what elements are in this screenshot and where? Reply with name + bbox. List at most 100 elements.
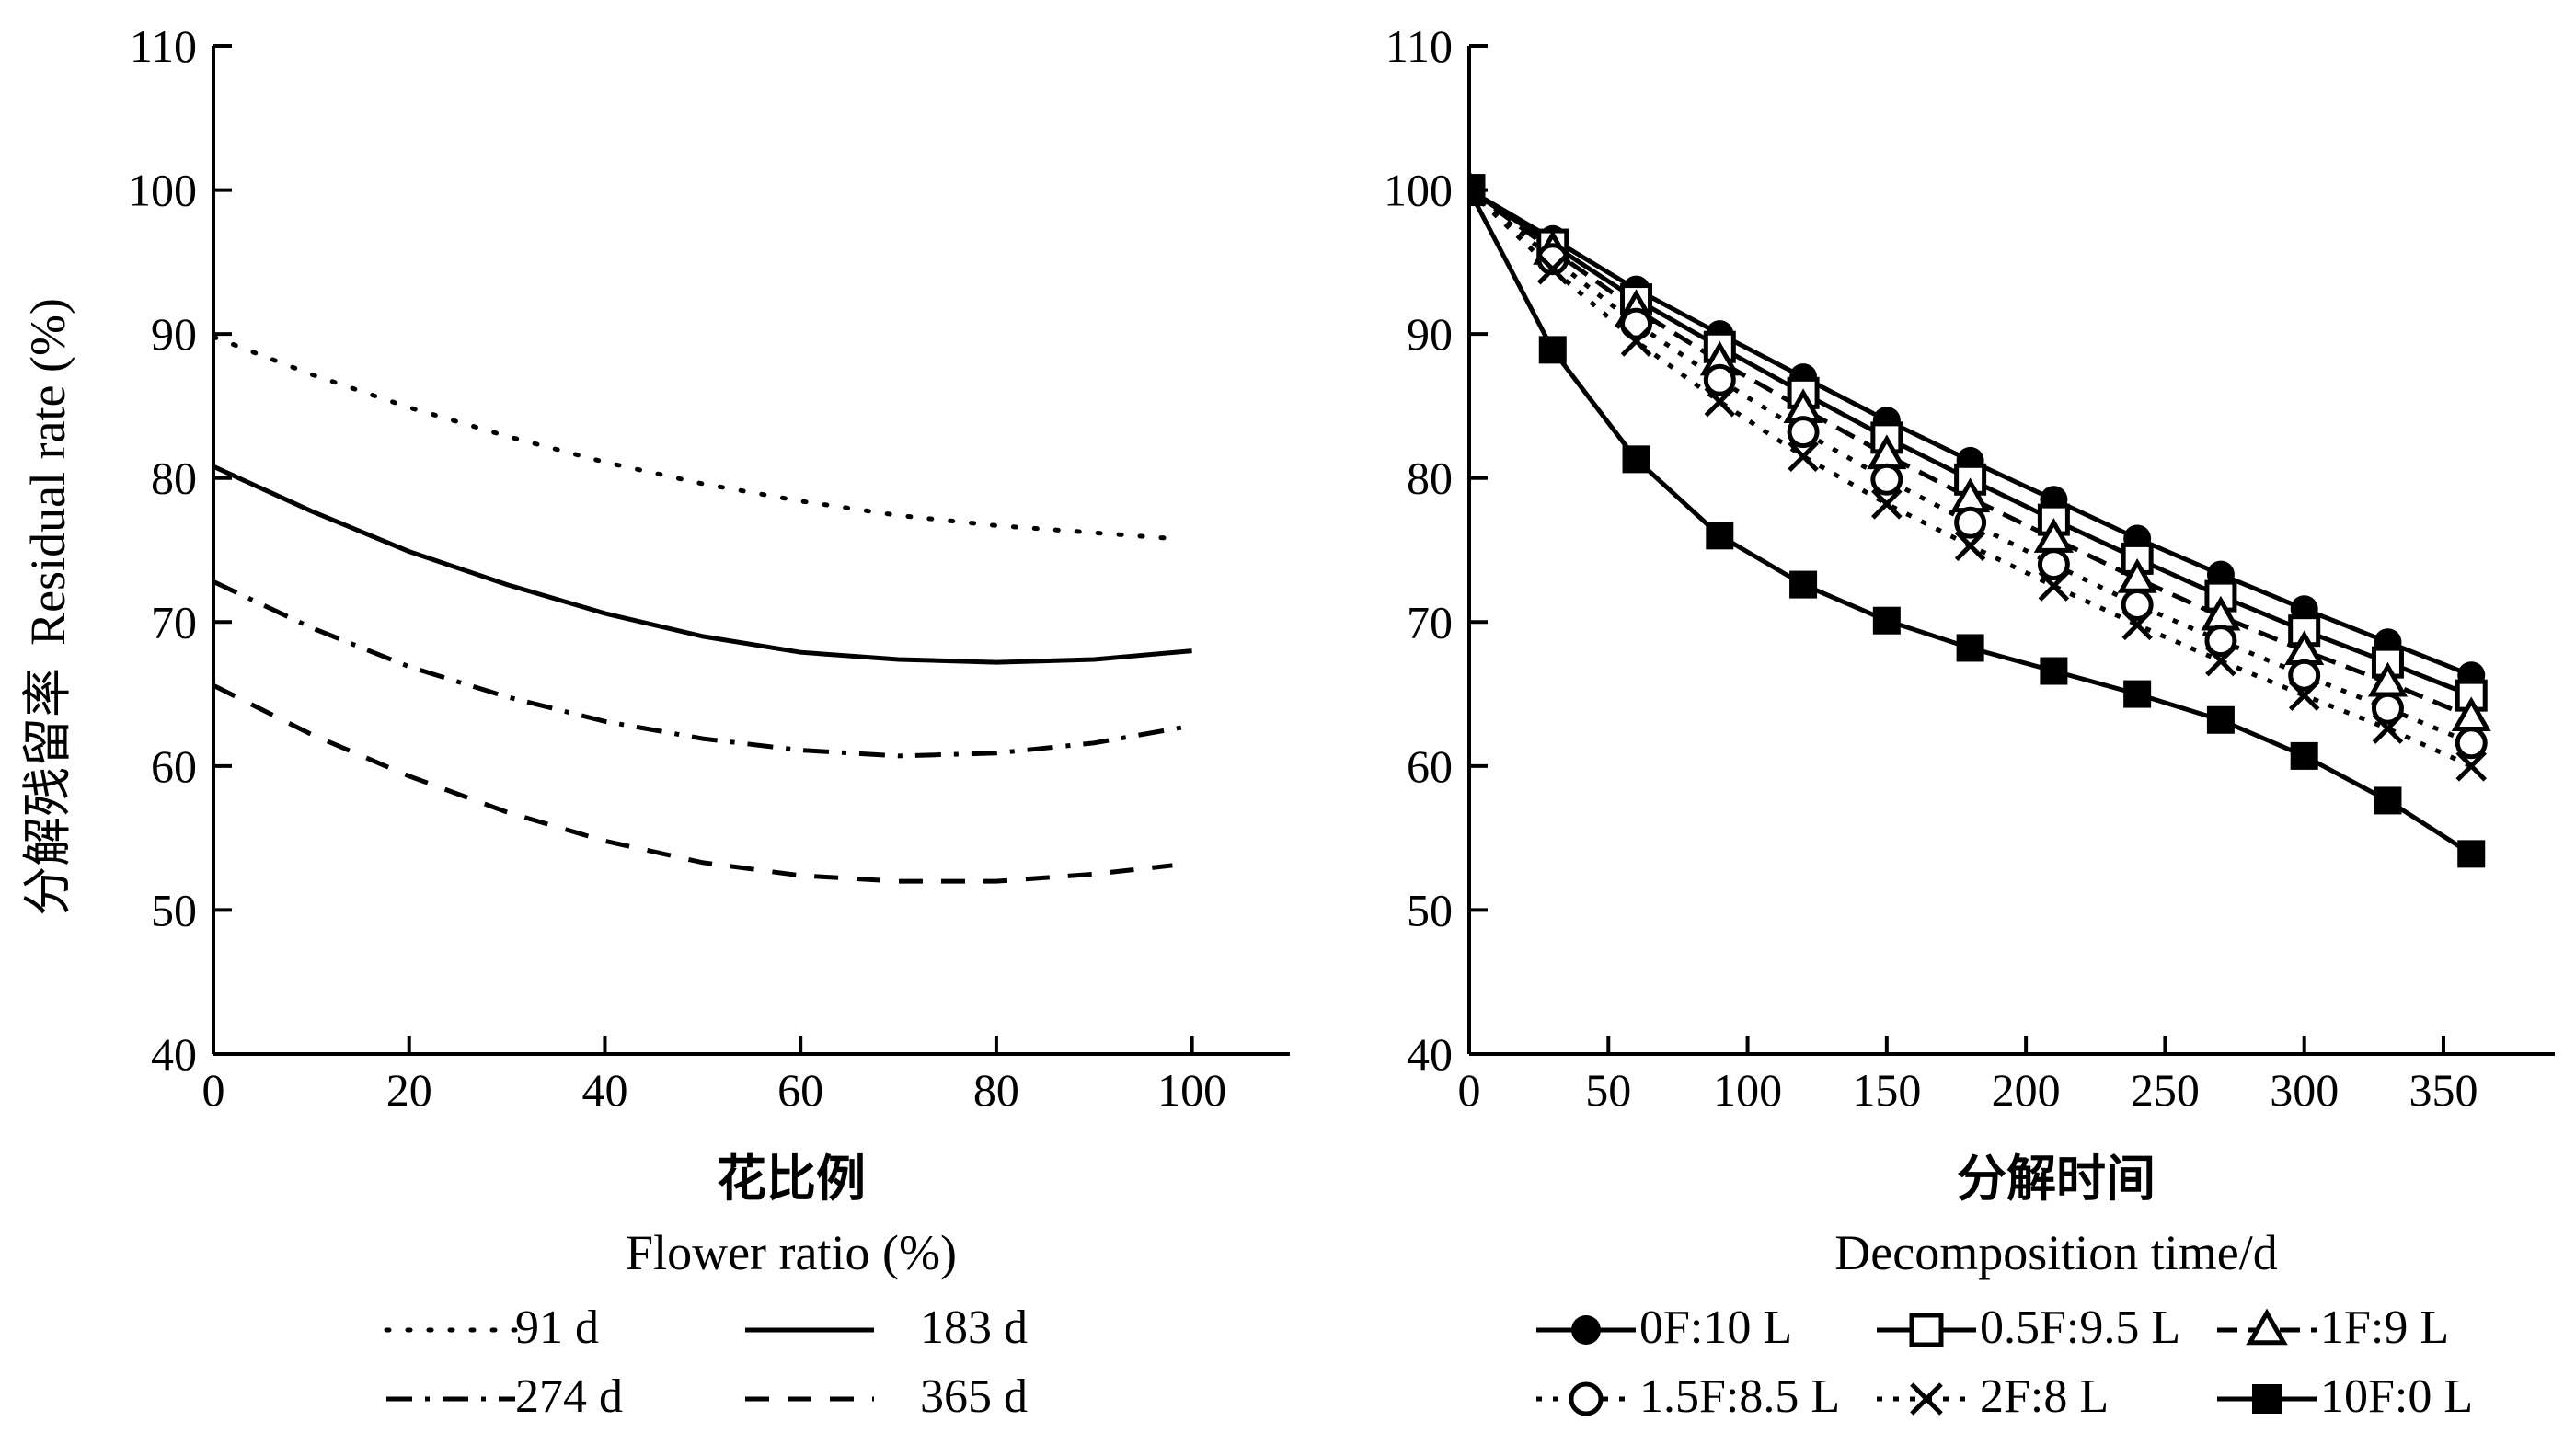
data-point-s5-7 [2040,657,2068,685]
data-point-s5-1 [1538,336,1567,364]
data-point-s3-8 [2121,588,2154,621]
y-tick-label: 100 [128,165,197,216]
data-point-s5-5 [1872,606,1901,635]
x-tick-label: 0 [1458,1064,1481,1116]
legend-marker-1 [1909,1313,1944,1347]
data-point-s5-9 [2206,705,2235,734]
legend-label-3: 365 d [920,1370,1028,1423]
data-point-s4-4 [1788,441,1819,472]
data-point-s5-10 [2290,741,2318,770]
legend-marker-5 [2252,1384,2282,1414]
y-tick-label: 50 [151,884,197,935]
data-point-s5-3 [1706,522,1734,550]
y-tick-label: 90 [1407,308,1453,360]
data-point-s4-6 [1954,530,1986,562]
data-point-s3-5 [1870,463,1903,496]
left-ylabel-en: Residual rate (%) [20,298,75,646]
y-tick-label: 60 [151,740,197,792]
right-xlabel-cn: 分解时间 [1957,1150,2156,1208]
data-point-s5-2 [1622,445,1650,474]
data-point-s5-4 [1789,570,1818,599]
y-tick-label: 70 [151,596,197,648]
legend-marker-4 [1910,1382,1943,1416]
data-point-s5-12 [2457,840,2486,868]
y-tick-label: 110 [130,20,197,72]
x-tick-label: 100 [1713,1064,1782,1116]
right-xlabel-en: Decomposition time/d [1834,1225,2277,1280]
x-tick-label: 40 [581,1064,627,1116]
x-tick-label: 80 [973,1064,1019,1116]
left-xlabel-cn: 花比例 [717,1150,866,1208]
legend-label-2: 1F:9 L [2320,1301,2449,1354]
data-point-s4-2 [1620,326,1652,357]
legend-label-2: 274 d [515,1370,623,1423]
data-point-s4-10 [2288,680,2320,711]
y-tick-label: 80 [151,453,197,504]
left-axes: 40 50 60 70 80 90 100 110 0 20 40 60 80 100 [128,20,1290,1116]
data-point-s3-10 [2288,659,2321,692]
legend-label-5: 10F:0 L [2320,1370,2473,1423]
x-tick-label: 150 [1852,1064,1921,1116]
left-xlabel-en: Flower ratio (%) [626,1225,957,1280]
x-tick-label: 60 [777,1064,823,1116]
data-point-s3-12 [2455,727,2488,760]
legend-label-0: 91 d [515,1301,599,1354]
data-point-s4-8 [2121,609,2153,641]
x-tick-label: 250 [2131,1064,2200,1116]
data-point-s3-1 [1536,243,1569,276]
data-point-s3-7 [2037,548,2070,581]
legend-label-4: 2F:8 L [1980,1370,2109,1423]
left-ylabel-cn: 分解残留率 [20,668,75,916]
series-line-2 [213,579,1193,759]
x-tick-label: 350 [2409,1064,2478,1116]
right-axes: 40 50 60 70 80 90 100 110 0 50 100 150 200 250 300 350 [1384,20,2555,1116]
data-point-s5-6 [1956,634,1984,662]
right-series-lines [1469,169,2491,868]
left-ylabel: 分解残留率 Residual rate (%) [20,298,75,916]
data-point-s4-7 [2038,570,2070,602]
data-point-s4-5 [1871,488,1903,520]
legend-marker-3 [1569,1381,1604,1416]
data-point-s3-11 [2371,692,2404,725]
series-line-3 [213,682,1173,884]
y-tick-label: 100 [1384,165,1453,216]
legend-label-1: 0.5F:9.5 L [1980,1301,2180,1354]
x-tick-label: 0 [202,1064,225,1116]
series-line-1 [1469,188,2473,698]
data-point-s4-9 [2205,645,2236,677]
y-tick-label: 60 [1407,740,1453,792]
left-legend: 91 d 183 d 274 d 365 d [384,1301,1028,1423]
legend-marker-2 [2246,1308,2288,1346]
legend-label-1: 183 d [920,1301,1028,1354]
data-point-s4-11 [2372,713,2404,744]
y-tick-label: 40 [1407,1028,1453,1080]
series-line-1 [213,464,1192,665]
legend-label-3: 1.5F:8.5 L [1639,1370,1840,1423]
y-tick-label: 50 [1407,884,1453,935]
data-point-s5-11 [2374,786,2402,815]
data-point-s3-6 [1954,506,1987,539]
x-tick-label: 100 [1157,1064,1226,1116]
series-line-0 [1469,188,2473,678]
data-point-s3-4 [1787,416,1820,449]
legend-label-0: 0F:10 L [1639,1301,1792,1354]
y-tick-label: 80 [1407,453,1453,504]
x-tick-label: 200 [1992,1064,2061,1116]
y-tick-label: 90 [151,308,197,360]
data-point-s3-2 [1620,307,1653,340]
series-line-0 [213,334,1175,541]
x-tick-label: 20 [386,1064,432,1116]
right-legend: 0F:10 L 0.5F:9.5 L 1F:9 L 1.5F:8.5 L 2F:8 L 1… [1536,1301,2473,1423]
x-tick-label: 50 [1585,1064,1631,1116]
data-point-s4-1 [1537,253,1569,285]
y-tick-label: 40 [151,1028,197,1080]
y-tick-label: 110 [1385,20,1453,72]
data-point-s3-3 [1703,363,1736,396]
x-tick-label: 300 [2270,1064,2339,1116]
left-chart: 40 50 60 70 80 90 100 110 0 20 40 60 80 100 分解残留率 Resi… [20,20,1290,1423]
legend-marker-0 [1571,1315,1601,1345]
left-series-lines [213,334,1193,884]
data-point-s4-12 [2455,751,2487,782]
